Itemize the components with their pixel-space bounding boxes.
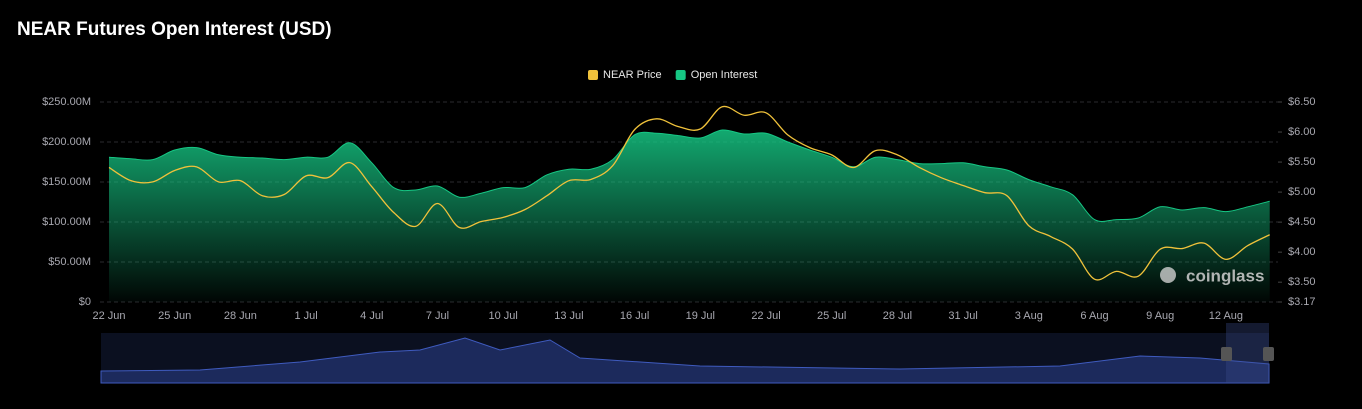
y-tick-label: $150.00M: [42, 176, 91, 188]
legend-label: NEAR Price: [603, 69, 662, 81]
navigator-handle[interactable]: [1221, 347, 1232, 361]
y2-tick-label: $4.00: [1288, 246, 1316, 258]
line: [108, 105, 1270, 281]
legend-label: Open Interest: [691, 69, 758, 81]
x-tick-label: 3 Aug: [1015, 310, 1043, 322]
x-tick-label: 9 Aug: [1146, 310, 1174, 322]
x-tick-label: 19 Jul: [686, 310, 715, 322]
y2-tick-label: $5.50: [1288, 156, 1316, 168]
y-tick-label: $100.00M: [42, 216, 91, 228]
navigator-selection[interactable]: [1226, 323, 1269, 383]
x-tick-label: 1 Jul: [294, 310, 317, 322]
navigator-handle[interactable]: [1263, 347, 1274, 361]
x-tick-label: 28 Jun: [224, 310, 257, 322]
y-tick-label: $0: [79, 296, 91, 308]
y-tick-label: $200.00M: [42, 136, 91, 148]
y-tick-label: $250.00M: [42, 96, 91, 108]
legend-swatch: [675, 70, 686, 80]
navigator-series: [100, 337, 1270, 384]
legend-swatch: [588, 70, 598, 80]
x-tick-label: 22 Jun: [92, 310, 125, 322]
y2-tick-label: $6.50: [1288, 96, 1316, 108]
x-tick-label: 25 Jul: [817, 310, 846, 322]
x-tick-label: 6 Aug: [1080, 310, 1108, 322]
watermark: coinglass: [1186, 266, 1264, 285]
y-tick-label: $50.00M: [48, 256, 91, 268]
x-tick-label: 16 Jul: [620, 310, 649, 322]
y2-tick-label: $4.50: [1288, 216, 1316, 228]
navigator: [100, 323, 1274, 384]
x-tick-label: 4 Jul: [360, 310, 383, 322]
y2-tick-label: $6.00: [1288, 126, 1316, 138]
area: [109, 129, 1270, 302]
x-tick-label: 31 Jul: [948, 310, 977, 322]
legend: NEAR Price Open Interest: [588, 69, 757, 81]
watermark-logo: [1160, 267, 1176, 283]
x-tick-label: 13 Jul: [554, 310, 583, 322]
area-edge: [108, 129, 1270, 222]
chart-title: NEAR Futures Open Interest (USD): [17, 19, 332, 40]
y2-tick-label: $5.00: [1288, 186, 1316, 198]
x-tick-label: 28 Jul: [883, 310, 912, 322]
x-tick-label: 25 Jun: [158, 310, 191, 322]
x-tick-label: 22 Jul: [751, 310, 780, 322]
plot: [108, 105, 1270, 302]
x-tick-label: 10 Jul: [489, 310, 518, 322]
x-tick-label: 7 Jul: [426, 310, 449, 322]
y2-tick-label: $3.50: [1288, 276, 1316, 288]
y2-tick-label: $3.17: [1288, 296, 1316, 308]
x-tick-label: 12 Aug: [1209, 310, 1243, 322]
